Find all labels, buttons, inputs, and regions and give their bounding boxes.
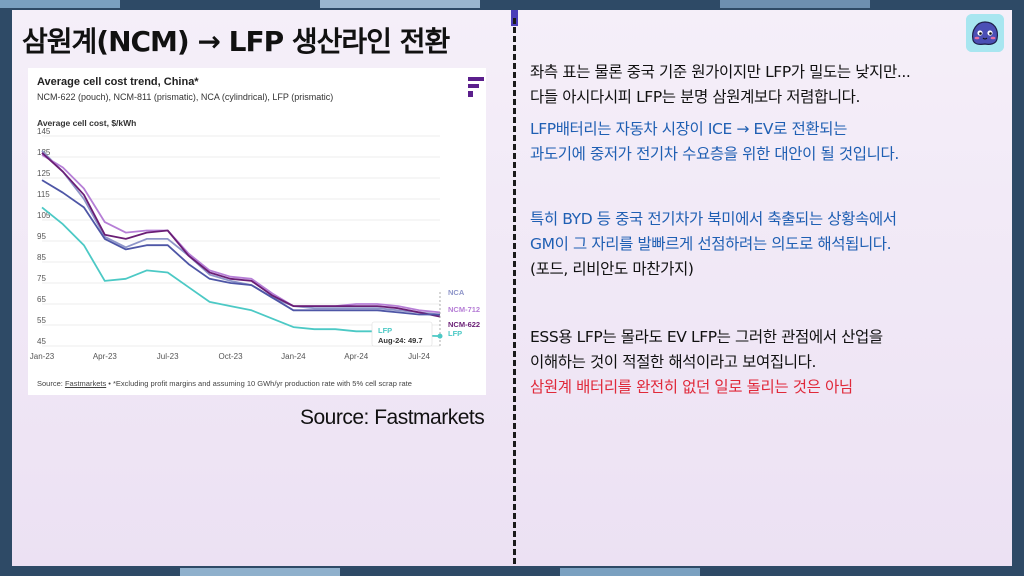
y-tick-label: 65 xyxy=(37,295,46,304)
chart-title: Average cell cost trend, China* xyxy=(37,76,199,88)
x-tick-label: Apr-24 xyxy=(344,352,369,361)
paragraph-line: 삼원계 배터리를 완전히 없던 일로 돌리는 것은 아님 xyxy=(530,378,853,396)
slide-title: 삼원계(NCM) → LFP 생산라인 전환 xyxy=(22,25,450,58)
y-axis-label: Average cell cost, $/kWh xyxy=(37,118,136,128)
chart-subtitle: NCM-622 (pouch), NCM-811 (prismatic), NC… xyxy=(37,92,334,102)
source-caption: Source: Fastmarkets xyxy=(300,406,485,429)
series-end-label: NCM-622 xyxy=(448,320,480,329)
tooltip-point xyxy=(437,333,443,339)
x-tick-label: Oct-23 xyxy=(219,352,244,361)
paragraph-line: 이해하는 것이 적절한 해석이라고 보여집니다. xyxy=(530,353,816,371)
paragraph-cost-note: 좌측 표는 물론 중국 기준 원가이지만 LFP가 밀도는 낮지만... 다들 … xyxy=(530,60,911,110)
paragraph-line: 과도기에 중저가 전기차 수요층을 위한 대안이 될 것입니다. xyxy=(530,145,899,163)
paragraph-conclusion: 삼원계 배터리를 완전히 없던 일로 돌리는 것은 아님 xyxy=(530,375,853,400)
x-tick-label: Jul-23 xyxy=(157,352,179,361)
line-chart: Average cell cost, $/kWh 45 55 65 75 85 95 105 1… xyxy=(30,118,480,361)
series-end-label: NCM-712 xyxy=(448,305,480,314)
series-line-ncm-712 xyxy=(41,154,441,314)
y-tick-label: 115 xyxy=(37,190,50,199)
tooltip-box xyxy=(371,321,433,347)
series-line-unlabeled xyxy=(41,179,440,316)
tooltip-value: Aug-24: 49.7 xyxy=(378,336,423,345)
dashed-divider xyxy=(513,18,516,564)
footnote-source-prefix: Source: xyxy=(37,379,63,388)
tooltip-series: LFP xyxy=(378,326,392,335)
fastmarkets-logo-icon xyxy=(468,77,484,97)
chart-footnote: Source: Fastmarkets • *Excluding profit … xyxy=(37,379,412,388)
paragraph-note: (포드, 리비안도 마찬가지) xyxy=(530,257,694,282)
frame-top-strip xyxy=(0,0,1024,8)
y-tick-label: 105 xyxy=(37,211,51,220)
paragraph-line: 좌측 표는 물론 중국 기준 원가이지만 LFP가 밀도는 낮지만... xyxy=(530,63,911,81)
x-tick-label: Jan-24 xyxy=(281,352,306,361)
footnote-text: • *Excluding profit margins and assuming… xyxy=(106,379,412,388)
paragraph-line: LFP배터리는 자동차 시장이 ICE → EV로 전환되는 xyxy=(530,120,847,138)
paragraph-gm: 특히 BYD 등 중국 전기차가 북미에서 축출되는 상황속에서 GM이 그 자… xyxy=(530,207,897,257)
y-tick-label: 145 xyxy=(37,127,51,136)
x-tick-label: Jul-24 xyxy=(408,352,430,361)
y-tick-label: 85 xyxy=(37,253,46,262)
footnote-source-link[interactable]: Fastmarkets xyxy=(64,379,107,388)
paragraph-line: ESS용 LFP는 몰라도 EV LFP는 그러한 관점에서 산업을 xyxy=(530,328,883,346)
series-end-label: NCA xyxy=(448,288,465,297)
blob-mascot-icon xyxy=(966,14,1004,52)
y-tick-label: 45 xyxy=(37,337,46,346)
paragraph-ess: ESS용 LFP는 몰라도 EV LFP는 그러한 관점에서 산업을 이해하는 … xyxy=(530,325,883,375)
paragraph-line: GM이 그 자리를 발빠르게 선점하려는 의도로 해석됩니다. xyxy=(530,235,892,253)
series-line-lfp xyxy=(41,206,441,337)
series-line-nca xyxy=(41,150,441,316)
y-tick-label: 95 xyxy=(37,232,46,241)
x-tick-label: Jan-23 xyxy=(30,352,55,361)
paragraph-line: (포드, 리비안도 마찬가지) xyxy=(530,260,694,278)
paragraph-line: 특히 BYD 등 중국 전기차가 북미에서 축출되는 상황속에서 xyxy=(530,210,897,228)
chart-card: Average cell cost trend, China* NCM-622 … xyxy=(28,68,486,395)
series-line-ncm-622 xyxy=(41,152,441,318)
paragraph-line: 다들 아시다시피 LFP는 분명 삼원계보다 저렴합니다. xyxy=(530,88,861,106)
x-tick-label: Apr-23 xyxy=(93,352,118,361)
series-end-label: LFP xyxy=(448,329,462,338)
frame-bottom-strip xyxy=(0,568,1024,576)
y-tick-label: 125 xyxy=(37,169,51,178)
paragraph-transition: LFP배터리는 자동차 시장이 ICE → EV로 전환되는 과도기에 중저가 … xyxy=(530,117,899,167)
y-tick-label: 55 xyxy=(37,316,46,325)
y-tick-label: 75 xyxy=(37,274,46,283)
